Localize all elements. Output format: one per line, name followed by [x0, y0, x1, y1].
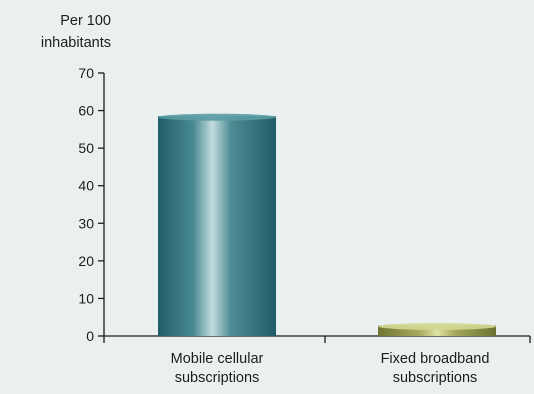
y-tick-label: 20	[78, 253, 94, 269]
category-label-mobile: Mobile cellular subscriptions	[117, 350, 317, 388]
bar-mobile-cellular	[158, 113, 276, 336]
bar-fixed-broadband	[378, 322, 496, 336]
y-axis-label: Per 100 inhabitants	[0, 10, 111, 54]
bar-fixed-broadband-body	[378, 325, 496, 336]
y-tick-label: 40	[78, 178, 94, 194]
y-tick-label: 30	[78, 215, 94, 231]
bar-fixed-broadband-cap	[378, 322, 496, 330]
y-axis-label-line-2: inhabitants	[40, 35, 111, 51]
bar-mobile-cellular-body	[158, 116, 276, 336]
axes: 0 10 20 30 40 50 60 70	[78, 65, 531, 344]
category-label-fixed-line-1: Fixed broadband	[380, 351, 490, 367]
category-label-mobile-line-1: Mobile cellular	[170, 351, 264, 367]
y-axis-label-line-1: Per 100	[60, 13, 111, 29]
category-label-mobile-line-2: subscriptions	[174, 370, 260, 386]
y-tick-label: 60	[78, 103, 94, 119]
category-label-fixed-line-2: subscriptions	[392, 370, 478, 386]
bars	[158, 113, 496, 336]
y-tick-label: 0	[86, 328, 94, 344]
y-tick-label: 50	[78, 140, 94, 156]
bar-mobile-cellular-cap	[158, 113, 276, 121]
category-label-fixed: Fixed broadband subscriptions	[335, 350, 534, 388]
y-tick-label: 10	[78, 290, 94, 306]
y-tick-label: 70	[78, 65, 94, 81]
